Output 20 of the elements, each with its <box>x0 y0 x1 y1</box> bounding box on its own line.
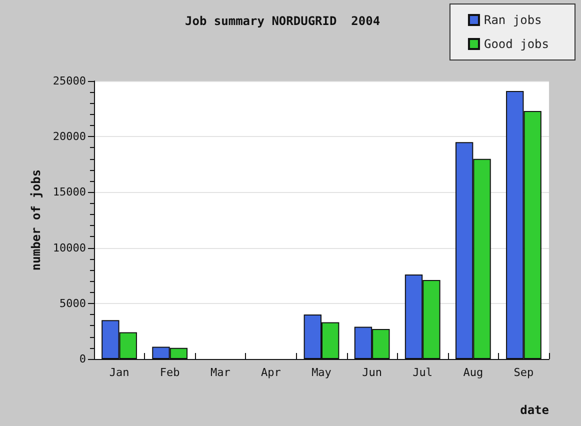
y-axis-title: number of jobs <box>28 169 43 271</box>
x-tick-label: Apr <box>261 366 282 379</box>
x-tick-label: Mar <box>210 366 231 379</box>
chart-title: Job summary NORDUGRID 2004 <box>185 14 380 28</box>
x-tick-label: Jan <box>109 366 130 379</box>
y-tick-label: 5000 <box>60 296 86 310</box>
y-tick-label: 20000 <box>52 130 86 144</box>
x-tick-label: Jul <box>412 366 433 379</box>
y-tick-label: 25000 <box>52 74 86 88</box>
x-axis-title: date <box>520 403 550 417</box>
y-tick-label: 0 <box>79 352 86 366</box>
x-tick-label: Sep <box>514 366 534 379</box>
y-tick-label: 10000 <box>52 241 86 254</box>
x-tick-label: Aug <box>463 366 484 379</box>
y-tick-label: 15000 <box>52 186 86 199</box>
x-tick-label: Feb <box>160 366 180 379</box>
x-tick-label: May <box>312 366 332 379</box>
legend-label: Ran jobs <box>484 13 542 27</box>
legend-label: Good jobs <box>484 37 550 51</box>
x-tick-label: Jun <box>362 366 382 379</box>
